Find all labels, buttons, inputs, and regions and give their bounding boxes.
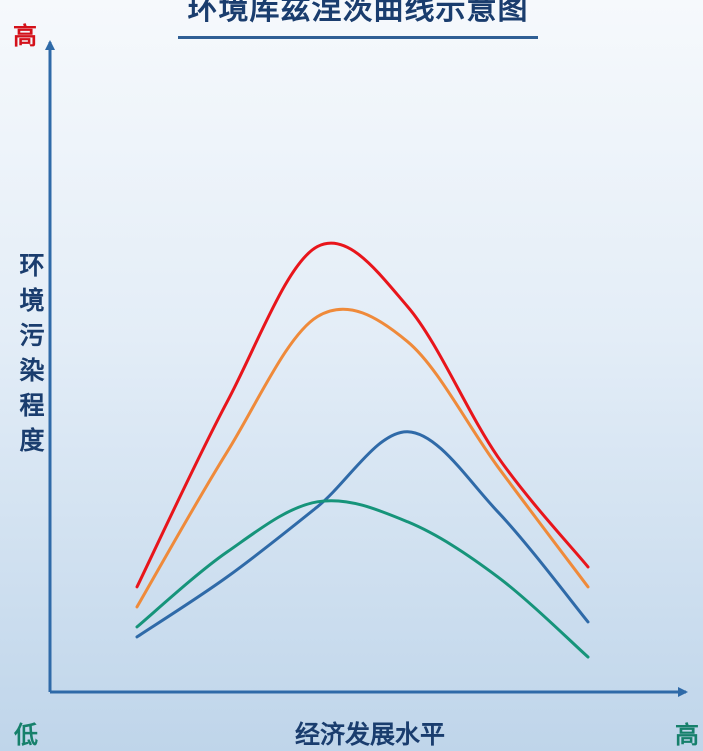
series-line-1: [135, 241, 590, 589]
series-line-4: [135, 499, 590, 659]
x-axis-high-label: 高: [675, 721, 699, 749]
series-line-3: [135, 430, 590, 639]
x-axis-label: 经济发展水平: [294, 720, 445, 749]
y-axis-label: 环境污染程度: [16, 252, 45, 462]
y-axis-high-label: 高: [13, 22, 37, 50]
title-underline: [178, 36, 538, 39]
chart-title: 环境库兹涅茨曲线示意图: [187, 0, 529, 27]
series-layer: [135, 241, 590, 659]
series-line-2: [135, 307, 590, 609]
x-axis-low-label: 低: [14, 721, 38, 749]
